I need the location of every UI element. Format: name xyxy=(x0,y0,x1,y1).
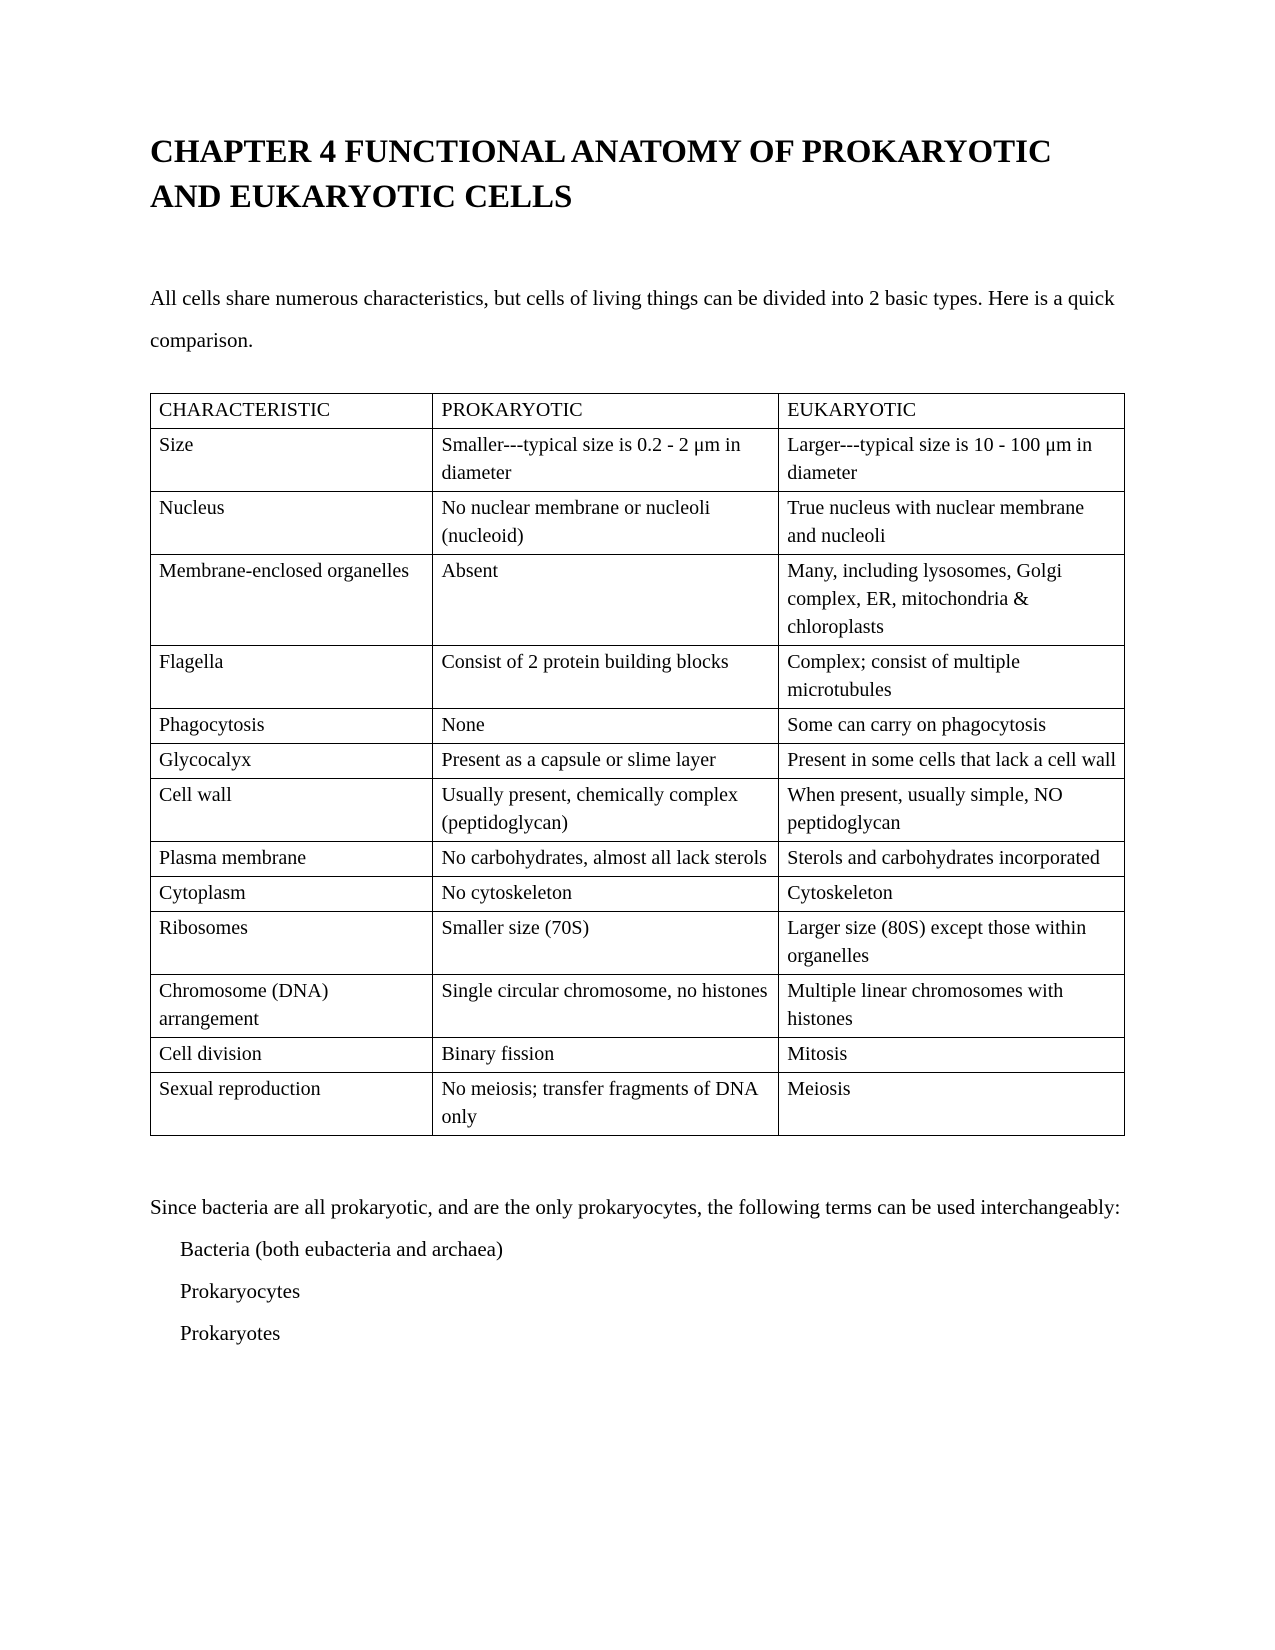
table-row: Cell division Binary fission Mitosis xyxy=(151,1038,1125,1073)
table-row: Glycocalyx Present as a capsule or slime… xyxy=(151,744,1125,779)
table-cell: Binary fission xyxy=(433,1038,779,1073)
table-cell: Nucleus xyxy=(151,492,433,555)
outro-paragraph: Since bacteria are all prokaryotic, and … xyxy=(150,1186,1125,1228)
table-cell: Complex; consist of multiple microtubule… xyxy=(779,646,1125,709)
chapter-title: CHAPTER 4 FUNCTIONAL ANATOMY OF PROKARYO… xyxy=(150,130,1125,219)
table-cell: Cell wall xyxy=(151,779,433,842)
table-row: Membrane-enclosed organelles Absent Many… xyxy=(151,555,1125,646)
table-cell: Glycocalyx xyxy=(151,744,433,779)
table-cell: Present in some cells that lack a cell w… xyxy=(779,744,1125,779)
table-header-cell: EUKARYOTIC xyxy=(779,394,1125,429)
table-row: Flagella Consist of 2 protein building b… xyxy=(151,646,1125,709)
table-cell: Plasma membrane xyxy=(151,842,433,877)
table-cell: Larger size (80S) except those within or… xyxy=(779,912,1125,975)
table-cell: Present as a capsule or slime layer xyxy=(433,744,779,779)
table-cell: Smaller---typical size is 0.2 - 2 μm in … xyxy=(433,429,779,492)
table-row: Cytoplasm No cytoskeleton Cytoskeleton xyxy=(151,877,1125,912)
table-cell: Smaller size (70S) xyxy=(433,912,779,975)
table-cell: No meiosis; transfer fragments of DNA on… xyxy=(433,1073,779,1136)
table-row: Cell wall Usually present, chemically co… xyxy=(151,779,1125,842)
table-row: Chromosome (DNA) arrangement Single circ… xyxy=(151,975,1125,1038)
table-row: Ribosomes Smaller size (70S) Larger size… xyxy=(151,912,1125,975)
table-cell: Absent xyxy=(433,555,779,646)
table-row: Sexual reproduction No meiosis; transfer… xyxy=(151,1073,1125,1136)
table-cell: Flagella xyxy=(151,646,433,709)
table-cell: Consist of 2 protein building blocks xyxy=(433,646,779,709)
table-header-cell: PROKARYOTIC xyxy=(433,394,779,429)
list-item: Bacteria (both eubacteria and archaea) xyxy=(150,1228,1125,1270)
table-header-row: CHARACTERISTIC PROKARYOTIC EUKARYOTIC xyxy=(151,394,1125,429)
table-cell: No cytoskeleton xyxy=(433,877,779,912)
comparison-table: CHARACTERISTIC PROKARYOTIC EUKARYOTIC Si… xyxy=(150,393,1125,1136)
table-cell: Chromosome (DNA) arrangement xyxy=(151,975,433,1038)
table-cell: True nucleus with nuclear membrane and n… xyxy=(779,492,1125,555)
table-cell: Usually present, chemically complex (pep… xyxy=(433,779,779,842)
table-cell: None xyxy=(433,709,779,744)
table-cell: Meiosis xyxy=(779,1073,1125,1136)
table-cell: Ribosomes xyxy=(151,912,433,975)
table-header-cell: CHARACTERISTIC xyxy=(151,394,433,429)
table-row: Nucleus No nuclear membrane or nucleoli … xyxy=(151,492,1125,555)
table-cell: Phagocytosis xyxy=(151,709,433,744)
list-item: Prokaryotes xyxy=(150,1312,1125,1354)
table-row: Plasma membrane No carbohydrates, almost… xyxy=(151,842,1125,877)
table-cell: Many, including lysosomes, Golgi complex… xyxy=(779,555,1125,646)
table-cell: Sexual reproduction xyxy=(151,1073,433,1136)
table-cell: Single circular chromosome, no histones xyxy=(433,975,779,1038)
table-row: Size Smaller---typical size is 0.2 - 2 μ… xyxy=(151,429,1125,492)
table-cell: Membrane-enclosed organelles xyxy=(151,555,433,646)
table-cell: Cytoskeleton xyxy=(779,877,1125,912)
table-cell: No nuclear membrane or nucleoli (nucleoi… xyxy=(433,492,779,555)
table-cell: Cell division xyxy=(151,1038,433,1073)
table-cell: Sterols and carbohydrates incorporated xyxy=(779,842,1125,877)
table-cell: Some can carry on phagocytosis xyxy=(779,709,1125,744)
list-item: Prokaryocytes xyxy=(150,1270,1125,1312)
table-cell: When present, usually simple, NO peptido… xyxy=(779,779,1125,842)
intro-paragraph: All cells share numerous characteristics… xyxy=(150,277,1125,361)
table-cell: Mitosis xyxy=(779,1038,1125,1073)
table-row: Phagocytosis None Some can carry on phag… xyxy=(151,709,1125,744)
table-cell: Cytoplasm xyxy=(151,877,433,912)
table-cell: Larger---typical size is 10 - 100 μm in … xyxy=(779,429,1125,492)
table-cell: Multiple linear chromosomes with histone… xyxy=(779,975,1125,1038)
table-cell: Size xyxy=(151,429,433,492)
table-cell: No carbohydrates, almost all lack sterol… xyxy=(433,842,779,877)
